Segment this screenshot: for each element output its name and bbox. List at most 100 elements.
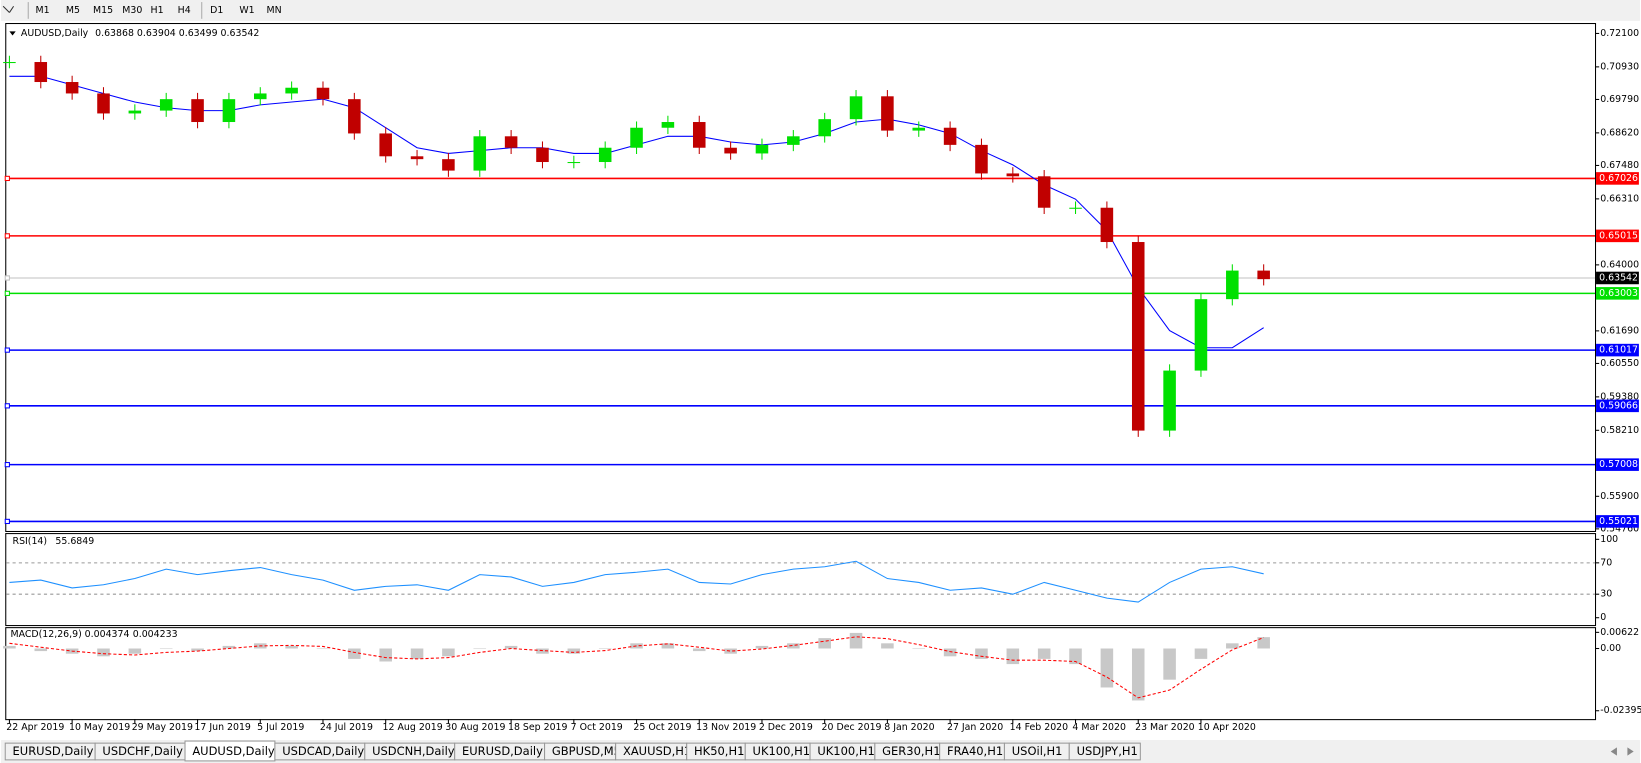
- level-anchor[interactable]: [4, 347, 10, 353]
- tab-label[interactable]: USDCHF,Daily: [102, 744, 183, 758]
- tab-scroll-right[interactable]: [1627, 747, 1634, 756]
- tab-label[interactable]: UK100,H1: [753, 744, 810, 758]
- timeframe-button[interactable]: H4: [178, 5, 191, 16]
- timeframe-button[interactable]: MN: [267, 5, 282, 16]
- x-tick-label: 14 Feb 2020: [1010, 722, 1068, 733]
- candle: [943, 127, 957, 145]
- timeframe-button[interactable]: M15: [93, 5, 113, 16]
- candle: [159, 99, 173, 111]
- tab-label[interactable]: GER30,H1: [882, 744, 940, 758]
- tab-label[interactable]: XAUUSD,H1: [623, 744, 691, 758]
- level-label-bg: [1596, 287, 1639, 300]
- candle: [536, 147, 549, 163]
- y-tick-label: 0.72100: [1600, 28, 1639, 39]
- timeframe-button[interactable]: D1: [210, 5, 223, 16]
- macd-bar: [285, 645, 298, 649]
- tab-label[interactable]: AUDUSD,Daily: [192, 744, 275, 758]
- y-tick-label: 0.61690: [1600, 325, 1639, 336]
- collapse-arrow[interactable]: [9, 31, 16, 36]
- level-label: 0.65015: [1599, 230, 1638, 241]
- y-tick-label: 0.00: [1600, 643, 1621, 654]
- candle: [1006, 173, 1020, 177]
- y-tick-label: 0.60550: [1600, 358, 1639, 369]
- macd-bar: [1194, 648, 1208, 659]
- macd-bar: [912, 648, 926, 650]
- macd-bar: [504, 645, 518, 649]
- level-anchor[interactable]: [4, 233, 10, 239]
- level-label: 0.67026: [1599, 173, 1638, 184]
- macd-bar: [818, 638, 831, 649]
- candle: [975, 144, 988, 174]
- macd-bar: [442, 648, 455, 657]
- macd-title: MACD(12,26,9): [10, 629, 81, 640]
- y-tick-label: 0.00622: [1600, 627, 1639, 638]
- tab[interactable]: [1068, 742, 1141, 761]
- candle: [348, 99, 361, 134]
- macd-bar: [943, 648, 957, 657]
- level-label-bg: [1596, 515, 1639, 528]
- toolbar: [1, 0, 1640, 21]
- timeframe-button[interactable]: M5: [66, 5, 80, 16]
- candle: [818, 119, 831, 137]
- tab-label[interactable]: USDCNH,Daily: [372, 744, 455, 758]
- macd-bar: [159, 648, 173, 650]
- timeframe-button[interactable]: W1: [239, 5, 254, 16]
- candle: [849, 96, 863, 120]
- candle: [692, 122, 706, 148]
- tab-label[interactable]: HK50,H1: [694, 744, 744, 758]
- level-anchor[interactable]: [4, 462, 10, 468]
- y-tick-label: 0.68620: [1600, 127, 1639, 138]
- level-anchor[interactable]: [4, 518, 10, 525]
- macd-bar: [1257, 637, 1270, 649]
- x-tick-label: 27 Jan 2020: [947, 722, 1003, 733]
- quote-value: 0.63868: [95, 28, 134, 39]
- candle: [630, 127, 643, 148]
- tab-label[interactable]: GBPUSD,M5: [552, 744, 621, 758]
- candle: [128, 110, 142, 114]
- x-tick-label: 18 Sep 2019: [508, 722, 568, 733]
- macd-bar: [567, 648, 581, 654]
- macd-bar: [724, 648, 737, 654]
- y-tick-label: 0.67480: [1600, 160, 1639, 171]
- level-label: 0.63003: [1599, 288, 1638, 299]
- level-anchor[interactable]: [4, 275, 10, 281]
- level-label: 0.55021: [1599, 516, 1638, 527]
- x-tick-label: 8 Jan 2020: [884, 722, 934, 733]
- timeframe-button[interactable]: H1: [151, 5, 164, 16]
- level-anchor[interactable]: [4, 290, 10, 296]
- tab-label[interactable]: USOil,H1: [1012, 744, 1063, 758]
- tab-label[interactable]: EURUSD,Daily: [462, 744, 543, 758]
- tab-label[interactable]: FRA40,H1: [947, 744, 1003, 758]
- tab-label[interactable]: USDJPY,H1: [1077, 744, 1138, 758]
- candle: [912, 127, 926, 131]
- macd-bar: [1069, 648, 1082, 665]
- macd-bar: [97, 648, 110, 657]
- x-tick-label: 4 Mar 2020: [1072, 722, 1126, 733]
- candle: [881, 96, 894, 131]
- macd-bar: [630, 643, 643, 649]
- tab-label[interactable]: UK100,H1: [817, 744, 874, 758]
- y-tick-label: 0.59380: [1600, 391, 1639, 402]
- level-anchor[interactable]: [4, 175, 10, 182]
- x-tick-label: 17 Jun 2019: [194, 722, 251, 733]
- y-tick-label: 30: [1600, 589, 1612, 600]
- rsi-value: 55.6849: [55, 536, 94, 547]
- x-tick-label: 20 Dec 2019: [822, 722, 882, 733]
- x-tick-label: 5 Jul 2019: [257, 722, 304, 733]
- timeframe-button[interactable]: M30: [122, 5, 142, 16]
- level-anchor[interactable]: [4, 403, 10, 409]
- tab-label[interactable]: EURUSD,Daily: [13, 744, 94, 758]
- candle: [3, 62, 16, 64]
- macd-bar: [661, 643, 675, 649]
- candle: [253, 93, 267, 100]
- candle: [1131, 242, 1145, 431]
- timeframe-button[interactable]: M1: [36, 5, 50, 16]
- macd-bar: [849, 632, 863, 649]
- macd-bar: [1006, 648, 1020, 665]
- macd-bar: [1226, 643, 1239, 649]
- macd-bar: [787, 643, 800, 649]
- tab-scroll-left[interactable]: [1610, 747, 1617, 756]
- macd-bar: [692, 648, 706, 652]
- tab-label[interactable]: USDCAD,Daily: [282, 744, 364, 758]
